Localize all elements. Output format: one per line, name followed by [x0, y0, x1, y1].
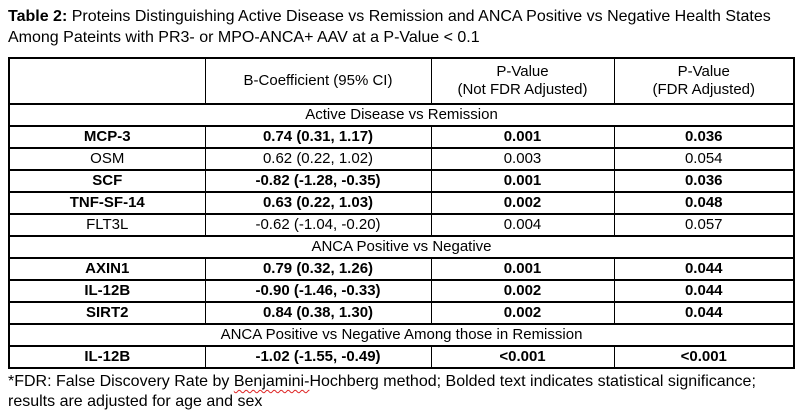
b-coefficient-cell: 0.62 (0.22, 1.02) — [204, 147, 432, 171]
p-value-cell: 0.003 — [430, 147, 615, 171]
b-coefficient-cell: -1.02 (-1.55, -0.49) — [204, 345, 432, 369]
protein-cell: SCF — [8, 169, 206, 193]
p-value-cell: 0.001 — [430, 169, 615, 193]
section-header-row: ANCA Positive vs Negative Among those in… — [8, 323, 795, 347]
column-header-p-value-fdr: P-Value (FDR Adjusted) — [613, 57, 795, 105]
p-value-cell: 0.002 — [430, 279, 615, 303]
section-header: ANCA Positive vs Negative Among those in… — [8, 323, 795, 347]
b-coefficient-cell: -0.82 (-1.28, -0.35) — [204, 169, 432, 193]
table-label: Table 2: — [8, 8, 68, 25]
b-coefficient-cell: 0.79 (0.32, 1.26) — [204, 257, 432, 281]
p-value-fdr-cell: 0.048 — [613, 191, 795, 215]
column-header-sublabel: (Not FDR Adjusted) — [457, 81, 588, 98]
column-header-label: B-Coefficient (95% CI) — [243, 72, 393, 89]
footnote-text-start: *FDR: False Discovery Rate by — [8, 373, 234, 390]
section-header: Active Disease vs Remission — [8, 103, 795, 127]
section-header-row: Active Disease vs Remission — [8, 103, 795, 127]
p-value-fdr-cell: 0.044 — [613, 301, 795, 325]
p-value-cell: 0.002 — [430, 301, 615, 325]
column-header-label: P-Value — [496, 63, 549, 80]
table-row: IL-12B -0.90 (-1.46, -0.33) 0.002 0.044 — [8, 279, 795, 303]
column-header-empty — [8, 57, 206, 105]
table-row: AXIN1 0.79 (0.32, 1.26) 0.001 0.044 — [8, 257, 795, 281]
b-coefficient-cell: 0.84 (0.38, 1.30) — [204, 301, 432, 325]
protein-cell: AXIN1 — [8, 257, 206, 281]
table-row: SCF -0.82 (-1.28, -0.35) 0.001 0.036 — [8, 169, 795, 193]
table-row: SIRT2 0.84 (0.38, 1.30) 0.002 0.044 — [8, 301, 795, 325]
b-coefficient-cell: -0.62 (-1.04, -0.20) — [204, 213, 432, 237]
column-header-p-value: P-Value (Not FDR Adjusted) — [430, 57, 615, 105]
spellcheck-flagged-word: Benjamini- — [233, 373, 310, 390]
table-row: TNF-SF-14 0.63 (0.22, 1.03) 0.002 0.048 — [8, 191, 795, 215]
column-header-label: P-Value — [677, 63, 730, 80]
p-value-cell: 0.002 — [430, 191, 615, 215]
protein-cell: OSM — [8, 147, 206, 171]
p-value-fdr-cell: 0.044 — [613, 279, 795, 303]
footnote-text-end: Hochberg method; Bolded text indicates s… — [8, 373, 756, 410]
p-value-cell: 0.001 — [430, 125, 615, 149]
column-header-b-coefficient: B-Coefficient (95% CI) — [204, 57, 432, 105]
p-value-fdr-cell: 0.054 — [613, 147, 795, 171]
table-row: FLT3L -0.62 (-1.04, -0.20) 0.004 0.057 — [8, 213, 795, 237]
page-title: Table 2: Proteins Distinguishing Active … — [8, 6, 792, 48]
p-value-cell: 0.001 — [430, 257, 615, 281]
section-header: ANCA Positive vs Negative — [8, 235, 795, 259]
p-value-fdr-cell: 0.036 — [613, 169, 795, 193]
table-row: IL-12B -1.02 (-1.55, -0.49) <0.001 <0.00… — [8, 345, 795, 369]
table-caption: Proteins Distinguishing Active Disease v… — [8, 8, 771, 46]
results-table: B-Coefficient (95% CI) P-Value (Not FDR A… — [8, 57, 795, 369]
p-value-fdr-cell: 0.036 — [613, 125, 795, 149]
p-value-cell: <0.001 — [430, 345, 615, 369]
section-header-row: ANCA Positive vs Negative — [8, 235, 795, 259]
p-value-fdr-cell: 0.044 — [613, 257, 795, 281]
b-coefficient-cell: 0.63 (0.22, 1.03) — [204, 191, 432, 215]
protein-cell: MCP-3 — [8, 125, 206, 149]
protein-cell: IL-12B — [8, 279, 206, 303]
p-value-fdr-cell: <0.001 — [613, 345, 795, 369]
b-coefficient-cell: 0.74 (0.31, 1.17) — [204, 125, 432, 149]
p-value-fdr-cell: 0.057 — [613, 213, 795, 237]
protein-cell: TNF-SF-14 — [8, 191, 206, 215]
protein-cell: FLT3L — [8, 213, 206, 237]
b-coefficient-cell: -0.90 (-1.46, -0.33) — [204, 279, 432, 303]
footnote: *FDR: False Discovery Rate by Benjamini-… — [8, 372, 792, 411]
table-row: OSM 0.62 (0.22, 1.02) 0.003 0.054 — [8, 147, 795, 171]
protein-cell: SIRT2 — [8, 301, 206, 325]
column-header-sublabel: (FDR Adjusted) — [652, 81, 756, 98]
p-value-cell: 0.004 — [430, 213, 615, 237]
table-row: MCP-3 0.74 (0.31, 1.17) 0.001 0.036 — [8, 125, 795, 149]
column-header-row: B-Coefficient (95% CI) P-Value (Not FDR A… — [8, 57, 795, 105]
protein-cell: IL-12B — [8, 345, 206, 369]
